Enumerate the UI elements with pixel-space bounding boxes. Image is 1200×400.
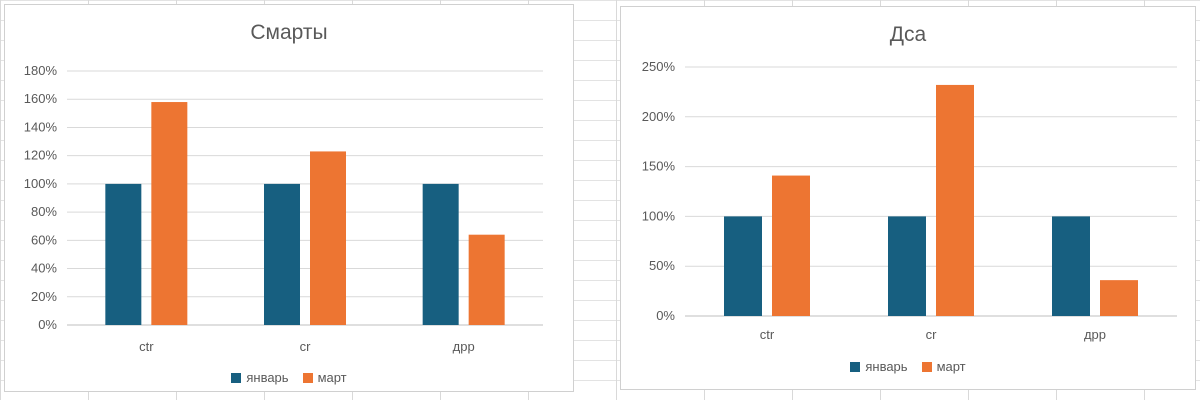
y-tick-label: 120%	[24, 148, 58, 163]
bar-march-дрр	[468, 234, 505, 325]
chart-title: Дса	[889, 23, 927, 46]
legend-label: январь	[865, 359, 908, 374]
chart-plot-area: 0% 20% 40% 60% 80% 100% 120% 140% 160% 180% ctr cr д…	[24, 63, 543, 354]
chart-plot-area: 0% 50% 100% 150% 200% 250% ctr cr дрр	[642, 59, 1177, 342]
bar-january-ctr	[724, 216, 762, 316]
legend-label: январь	[246, 370, 289, 385]
bar-march-ctr	[772, 175, 810, 316]
y-tick-label: 60%	[31, 232, 57, 247]
bar-march-cr	[310, 151, 346, 325]
y-tick-label: 50%	[649, 258, 675, 273]
legend-label: март	[317, 370, 347, 385]
legend-item-january: январь	[850, 359, 908, 374]
y-tick-label: 80%	[31, 204, 57, 219]
chart-dsa[interactable]: Дса 0% 50% 100% 150% 200% 250% ctr cr дрр январь…	[620, 6, 1196, 390]
y-tick-label: 0%	[38, 317, 57, 332]
x-category-label: ctr	[139, 339, 154, 354]
x-category-label: ctr	[760, 327, 775, 342]
x-category-label: дрр	[453, 339, 475, 354]
legend-swatch-january	[850, 361, 861, 372]
bar-march-cr	[936, 84, 974, 316]
y-tick-label: 200%	[642, 109, 676, 124]
bar-january-дрр	[422, 183, 459, 325]
y-tick-label: 140%	[24, 119, 58, 134]
y-tick-label: 40%	[31, 261, 57, 276]
y-tick-label: 100%	[24, 176, 58, 191]
y-tick-label: 180%	[24, 63, 58, 78]
chart-legend: январь март	[621, 359, 1195, 374]
y-tick-label: 250%	[642, 59, 676, 74]
chart-title: Смарты	[250, 21, 328, 44]
legend-swatch-january	[231, 372, 242, 383]
x-category-label: cr	[300, 339, 312, 354]
y-tick-label: 160%	[24, 91, 58, 106]
x-category-label: cr	[926, 327, 938, 342]
y-tick-label: 20%	[31, 289, 57, 304]
chart-legend: январь март	[5, 370, 573, 385]
y-tick-label: 100%	[642, 208, 676, 223]
legend-swatch-march	[302, 372, 313, 383]
legend-item-march: март	[302, 370, 347, 385]
bar-march-ctr	[151, 102, 188, 326]
legend-label: март	[936, 359, 966, 374]
legend-swatch-march	[921, 361, 932, 372]
legend-item-january: январь	[231, 370, 289, 385]
x-category-label: дрр	[1084, 327, 1106, 342]
y-tick-label: 150%	[642, 159, 676, 174]
bar-january-дрр	[1052, 216, 1090, 316]
legend-item-march: март	[921, 359, 966, 374]
bar-january-ctr	[105, 183, 142, 325]
y-tick-label: 0%	[656, 308, 675, 323]
bar-january-cr	[264, 183, 300, 325]
bar-january-cr	[888, 216, 926, 316]
chart-smarty[interactable]: Смарты 0% 20% 40% 60% 80% 100% 120% 140% 160% 180…	[4, 4, 574, 392]
bar-march-дрр	[1100, 280, 1138, 316]
